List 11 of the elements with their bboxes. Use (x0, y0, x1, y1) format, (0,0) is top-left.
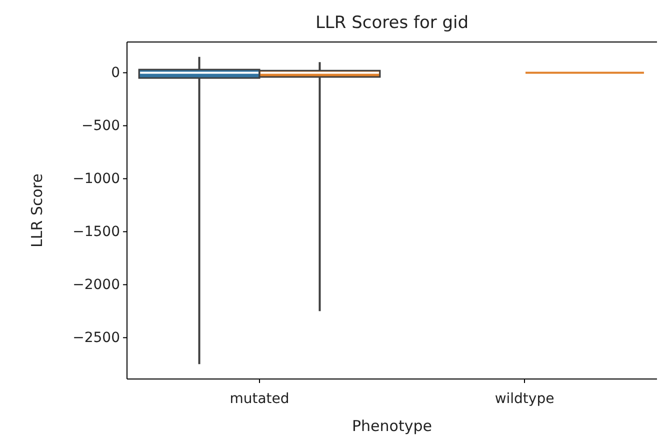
x-tick-label: mutated (230, 390, 290, 407)
x-tick-label: wildtype (494, 390, 554, 407)
y-tick-label: −1500 (72, 224, 120, 240)
x-axis-title: Phenotype (352, 417, 432, 435)
chart-title: LLR Scores for gid (315, 13, 469, 33)
y-tick-label: −2000 (72, 277, 120, 294)
y-tick-label: −2500 (72, 330, 120, 346)
y-tick-label: 0 (111, 65, 120, 82)
y-axis-title: LLR Score (28, 174, 46, 248)
y-tick-label: −1000 (72, 171, 120, 188)
y-tick-label: −500 (82, 118, 120, 134)
